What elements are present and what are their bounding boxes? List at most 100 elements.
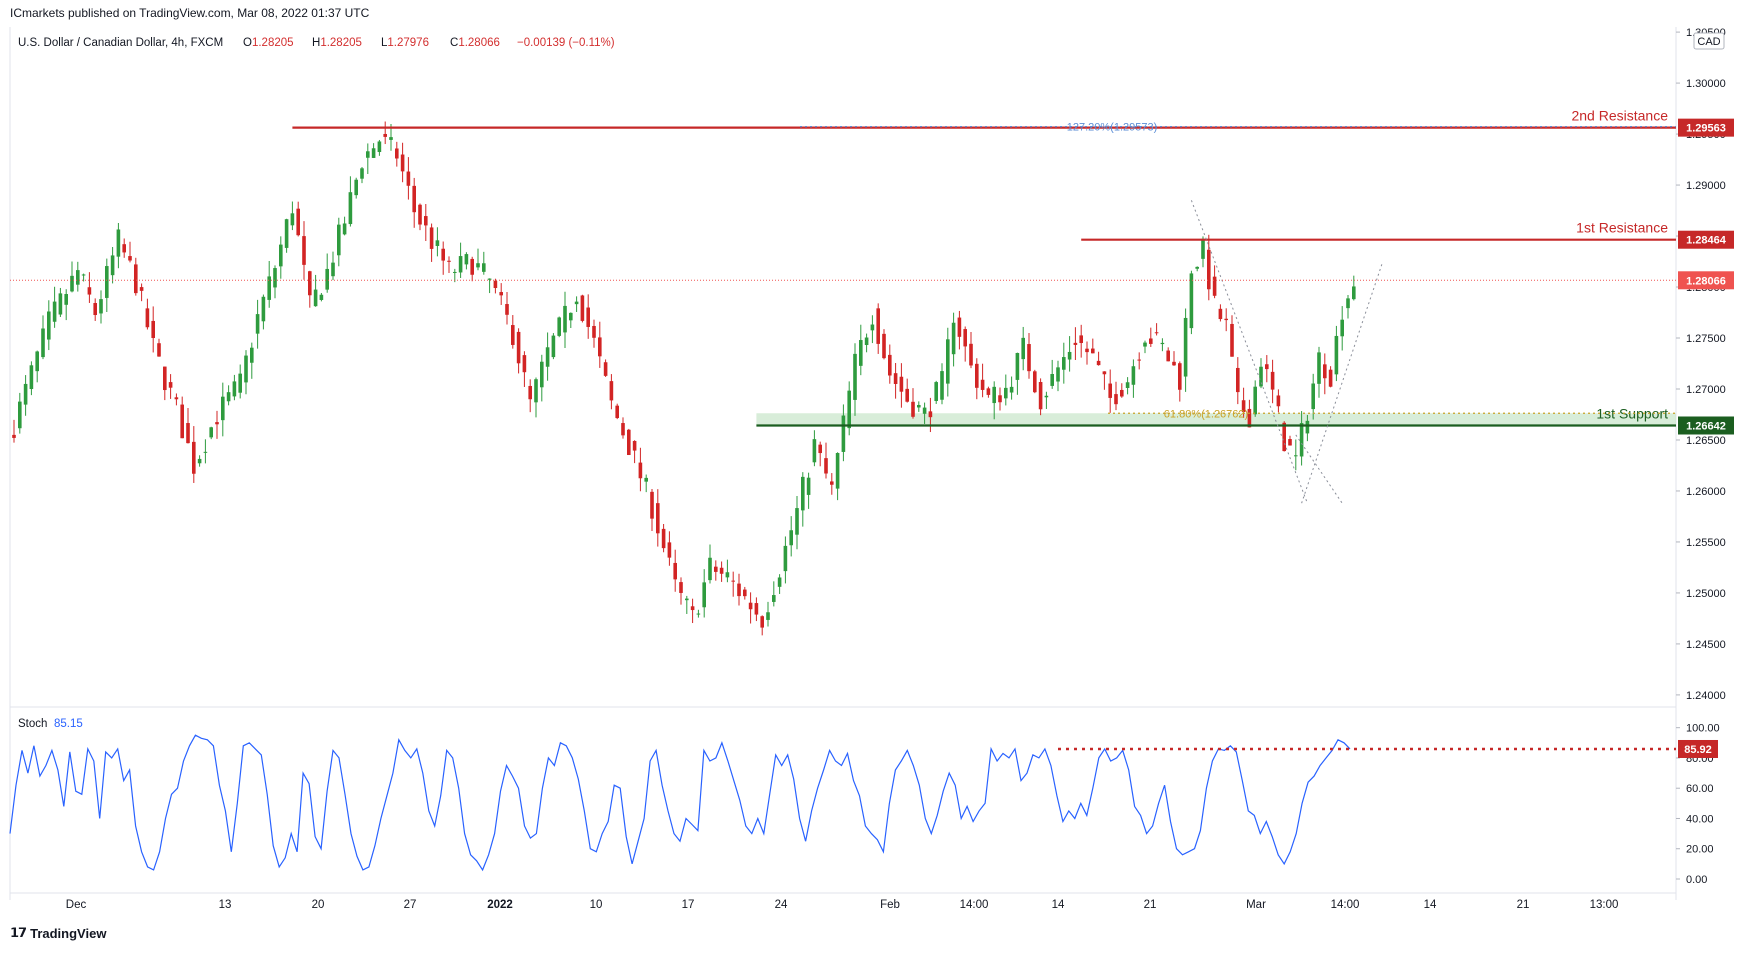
candle xyxy=(76,261,80,292)
candle xyxy=(795,496,799,550)
candle xyxy=(1212,265,1217,299)
ohlc-o: O1.28205 xyxy=(243,37,294,49)
candle xyxy=(290,201,295,231)
last-price-tag xyxy=(1678,271,1734,290)
candle xyxy=(1125,377,1130,395)
stoch-series: 85.92 xyxy=(9,734,1718,872)
candle xyxy=(1073,327,1078,361)
trend-line xyxy=(1190,200,1308,504)
candle xyxy=(638,447,643,492)
candle xyxy=(308,270,312,308)
tradingview-logo: 𝟭𝟳 TradingView xyxy=(10,925,106,941)
candle xyxy=(81,273,86,282)
candle xyxy=(435,227,440,257)
candle xyxy=(847,381,851,436)
stoch-tick-label: 0.00 xyxy=(1686,874,1707,886)
candle xyxy=(1050,359,1054,389)
candle xyxy=(748,592,753,624)
candle xyxy=(244,350,248,395)
level-price-label: 1.28464 xyxy=(1686,235,1727,247)
symbol-title: U.S. Dollar / Canadian Dollar, 4h, FXCM xyxy=(18,37,223,49)
ohlc-values: O1.28205 H1.28205 L1.27976 C1.28066 −0.00139… xyxy=(243,37,615,49)
candle xyxy=(1218,304,1223,322)
ohlc-change: −0.00139 (−0.11%) xyxy=(517,37,615,49)
candle xyxy=(395,141,399,167)
level-name: 1st Support xyxy=(1596,405,1668,421)
candle xyxy=(284,218,289,253)
candle xyxy=(1108,369,1112,413)
candle xyxy=(447,256,451,274)
candle xyxy=(1346,295,1350,319)
candle xyxy=(830,473,834,495)
candle xyxy=(487,278,492,294)
time-tick-label: 14 xyxy=(1424,899,1437,911)
price-tick-label: 1.26000 xyxy=(1686,486,1726,498)
candle xyxy=(1079,324,1083,358)
candle xyxy=(1166,347,1170,362)
candle xyxy=(377,139,382,156)
candle xyxy=(1178,361,1182,402)
candle xyxy=(128,241,132,263)
support-band xyxy=(756,413,1676,426)
candle xyxy=(1305,415,1310,442)
price-tick-label: 1.26500 xyxy=(1686,435,1726,447)
level-name: 1st Resistance xyxy=(1576,220,1668,236)
candle xyxy=(824,442,828,479)
candle xyxy=(598,321,602,368)
candle xyxy=(12,419,16,443)
candle xyxy=(563,291,567,349)
candle xyxy=(1131,359,1136,398)
level-overlays: 2nd Resistance 1.29563 1st Resistance 1.284… xyxy=(10,108,1734,504)
candle xyxy=(777,574,782,594)
candle xyxy=(360,167,364,184)
candle xyxy=(1299,411,1304,466)
publisher-line: ICmarkets published on TradingView.com, … xyxy=(10,6,370,20)
candle xyxy=(180,396,184,439)
time-tick-label: 24 xyxy=(775,899,788,911)
candle xyxy=(139,283,144,302)
time-tick-label: 2022 xyxy=(487,899,513,911)
candle xyxy=(383,121,387,145)
candle xyxy=(163,366,167,401)
time-tick-label: 21 xyxy=(1517,899,1530,911)
time-tick-label: 10 xyxy=(590,899,603,911)
stoch-tick-label: 40.00 xyxy=(1686,813,1714,825)
candle xyxy=(1236,357,1240,405)
candle xyxy=(197,455,202,467)
candle xyxy=(18,392,22,434)
candle xyxy=(812,430,817,467)
candle xyxy=(1160,338,1165,352)
candle xyxy=(1085,341,1089,365)
candle xyxy=(1096,351,1101,366)
candle xyxy=(458,242,463,278)
stoch-tick-label: 100.00 xyxy=(1686,723,1720,735)
candle xyxy=(1120,383,1124,398)
candle xyxy=(116,223,121,269)
candle xyxy=(215,410,219,439)
level-price-tag xyxy=(1678,118,1734,137)
candle xyxy=(261,294,266,330)
time-tick-label: Feb xyxy=(880,899,900,911)
candle xyxy=(685,595,689,614)
trend-line xyxy=(1301,261,1384,504)
candle xyxy=(1102,371,1107,390)
candle xyxy=(1253,380,1257,417)
candle xyxy=(1062,342,1066,384)
candle xyxy=(273,265,277,299)
time-tick-label: 13 xyxy=(219,899,232,911)
level-price-tag xyxy=(1678,230,1734,249)
candle xyxy=(621,417,625,439)
candle xyxy=(1038,378,1043,416)
stoch-value: 85.15 xyxy=(54,718,83,730)
candle xyxy=(603,359,608,377)
stoch-title: Stoch xyxy=(18,718,47,730)
candle xyxy=(760,615,764,636)
candle xyxy=(772,581,776,607)
candle xyxy=(1340,306,1344,351)
last-price-label: 1.28066 xyxy=(1686,275,1726,287)
candle xyxy=(1270,359,1275,404)
candle xyxy=(592,319,596,348)
candle xyxy=(99,290,103,324)
candle xyxy=(424,204,428,241)
candle xyxy=(714,560,718,581)
